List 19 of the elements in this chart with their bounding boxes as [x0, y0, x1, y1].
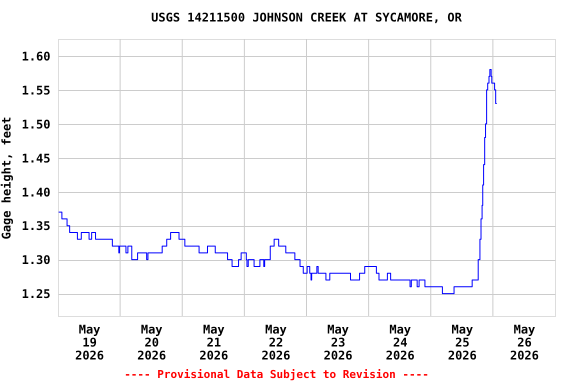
y-axis-title: Gage height, feet [0, 116, 14, 240]
x-tick-label: May 23 2026 [324, 322, 353, 362]
y-tick-label: 1.50 [22, 117, 50, 132]
y-tick-label: 1.45 [22, 151, 50, 166]
x-tick-label: May 24 2026 [386, 322, 415, 362]
x-tick-label: May 26 2026 [510, 322, 539, 362]
x-tick-label: May 20 2026 [137, 322, 166, 362]
y-tick-label: 1.35 [22, 219, 50, 234]
x-tick-label: May 25 2026 [448, 322, 477, 362]
y-tick-label: 1.40 [22, 185, 50, 200]
y-tick-label: 1.55 [22, 83, 50, 98]
y-tick-label: 1.60 [22, 49, 50, 64]
chart-title: USGS 14211500 JOHNSON CREEK AT SYCAMORE, OR [151, 10, 463, 24]
y-tick-label: 1.30 [22, 253, 50, 268]
x-tick-label: May 22 2026 [261, 322, 290, 362]
x-tick-label: May 19 2026 [75, 322, 104, 362]
x-tick-label: May 21 2026 [199, 322, 228, 362]
text: ---- Provisional Data Subject to Revision ---- [124, 368, 429, 381]
y-tick-label: 1.25 [22, 287, 50, 302]
